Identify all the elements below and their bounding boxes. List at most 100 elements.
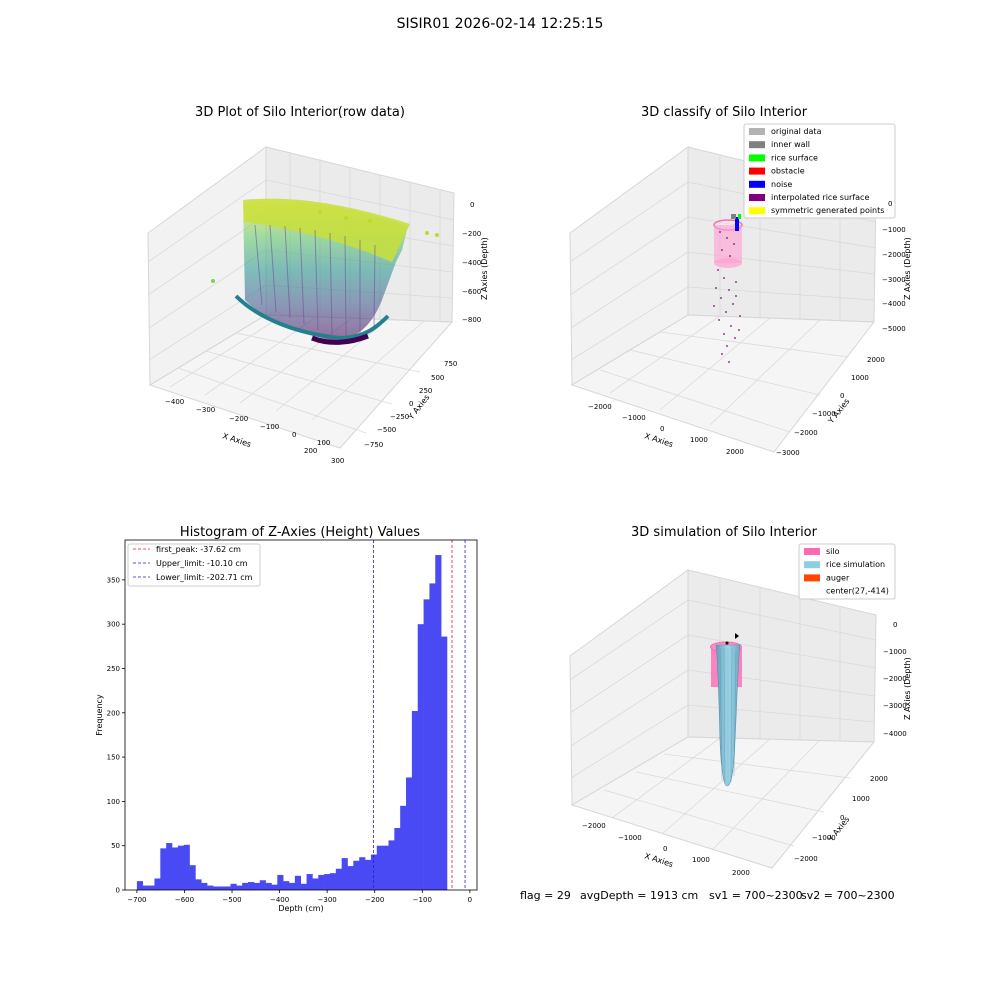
sim-pane-floor — [570, 736, 876, 869]
sim-legend-swatch — [804, 548, 820, 555]
classify-legend-label: noise — [771, 180, 792, 189]
sim-ztick: −1000 — [883, 648, 907, 656]
classify-legend-label: interpolated rice surface — [771, 193, 869, 202]
hist-legend-box — [127, 543, 261, 587]
hist-ytick-label: 100 — [107, 798, 120, 806]
hist-xtick-label: −700 — [127, 896, 146, 904]
classify-ytick: −1000 — [812, 410, 836, 418]
raw-3d-panel: 3D Plot of Silo Interior(row data) — [147, 105, 489, 465]
raw-ytick: 500 — [431, 374, 444, 382]
hist-bar — [224, 886, 231, 890]
classify-legend: original data inner wall rice surface obsta… — [743, 123, 896, 219]
sim-xtick: 0 — [663, 845, 667, 853]
hist-xtick-label: −400 — [270, 896, 289, 904]
hist-bar — [248, 882, 255, 890]
raw-xtick: −300 — [196, 406, 215, 414]
raw-xtick: −100 — [260, 423, 279, 431]
hist-ylabel: Frequency — [95, 694, 104, 736]
raw-ztick: −200 — [462, 230, 481, 238]
hist-bar — [265, 882, 272, 890]
sim-xtick: −1000 — [618, 834, 642, 842]
hist-bar — [294, 875, 302, 890]
sim-ztick: −3000 — [883, 702, 907, 710]
classify-silo-body — [714, 225, 742, 263]
sim-xtick: 2000 — [732, 869, 750, 877]
classify-legend-label: original data — [771, 127, 822, 136]
hist-bar — [441, 636, 448, 890]
sim-xtick: −2000 — [582, 822, 606, 830]
raw-point-cloud — [211, 198, 439, 345]
hist-bar — [172, 847, 179, 890]
classify-silo-bottom — [714, 258, 742, 268]
raw-xtick: −200 — [229, 415, 248, 423]
sim-xlabel: X Axies — [643, 851, 674, 869]
raw-ztick: 0 — [470, 201, 474, 209]
hist-bar — [382, 845, 389, 890]
hist-bars — [136, 555, 448, 890]
raw-ytick: 750 — [444, 360, 457, 368]
sim-ztick: 0 — [893, 621, 897, 629]
classify-xtick: −1000 — [622, 414, 646, 422]
hist-xlabel: Depth (cm) — [278, 904, 323, 913]
raw-cloud-rim — [234, 294, 390, 341]
sim-ytick: 1000 — [852, 795, 870, 803]
raw-cloud-bottom — [311, 333, 369, 345]
sim-ytick: −1000 — [812, 834, 836, 842]
hist-bar — [365, 859, 372, 890]
hist-xticks: −700 −600 −500 −400 −300 −200 −100 0 — [127, 890, 472, 904]
hist-bar — [259, 880, 266, 890]
hist-bar — [300, 883, 307, 890]
hist-bar — [376, 845, 383, 890]
raw-cloud-top — [243, 198, 410, 262]
footer-avgdepth: avgDepth = 1913 cm — [580, 889, 699, 902]
hist-bar — [242, 882, 249, 890]
classify-ztick: −2000 — [882, 251, 906, 259]
raw-xtick: −400 — [165, 398, 184, 406]
hist-bar — [289, 882, 296, 890]
hist-bar — [166, 843, 173, 890]
classify-legend-swatch — [749, 167, 765, 175]
hist-bar — [136, 881, 144, 890]
hist-bar — [160, 848, 167, 890]
classify-legend-swatch — [749, 207, 765, 215]
hist-ytick-label: 250 — [107, 665, 120, 673]
hist-bar — [195, 879, 202, 890]
hist-bar — [142, 885, 149, 890]
hist-bar — [341, 858, 348, 890]
hist-legend: first_peak: -37.62 cm Upper_limit: -10.10… — [127, 543, 261, 587]
hist-bar — [183, 844, 190, 890]
hist-ytick-label: 150 — [107, 754, 120, 762]
sim-ytick: 0 — [840, 814, 844, 822]
classify-ytick: 1000 — [851, 374, 869, 382]
classify-ytick: −2000 — [794, 429, 818, 437]
hist-bar — [335, 868, 342, 890]
raw-xtick: 100 — [317, 439, 330, 447]
hist-ytick-label: 200 — [107, 709, 120, 717]
hist-bar — [353, 860, 360, 890]
sim-ztick: −4000 — [883, 730, 907, 738]
classify-pane-floor — [570, 314, 875, 453]
raw-ytick: −250 — [390, 413, 409, 421]
footer-sv1: sv1 = 700~2300 — [709, 889, 803, 902]
raw-title: 3D Plot of Silo Interior(row data) — [195, 105, 405, 120]
classify-3d-panel: 3D classify of Silo Interior — [569, 105, 912, 457]
hist-bar — [154, 878, 161, 890]
raw-ztick: −600 — [462, 288, 481, 296]
hist-bar — [271, 884, 278, 890]
hist-bar — [283, 881, 290, 890]
classify-zlabel: Z Axies (Depth) — [903, 237, 912, 300]
raw-ytick: −500 — [377, 426, 396, 434]
hist-bar — [277, 874, 284, 890]
hist-legend-label: Upper_limit: -10.10 cm — [156, 559, 248, 568]
hist-bar — [189, 865, 196, 890]
hist-yticks: 0 50 100 150 200 250 300 350 — [107, 576, 125, 895]
hist-bar — [318, 874, 325, 890]
hist-bar — [212, 886, 220, 890]
classify-xtick: 1000 — [690, 436, 708, 444]
hist-bar — [218, 886, 225, 890]
hist-ytick-label: 300 — [107, 621, 120, 629]
hist-ytick-label: 50 — [111, 842, 120, 850]
classify-legend-swatch — [749, 180, 765, 188]
raw-xtick: 0 — [292, 431, 296, 439]
